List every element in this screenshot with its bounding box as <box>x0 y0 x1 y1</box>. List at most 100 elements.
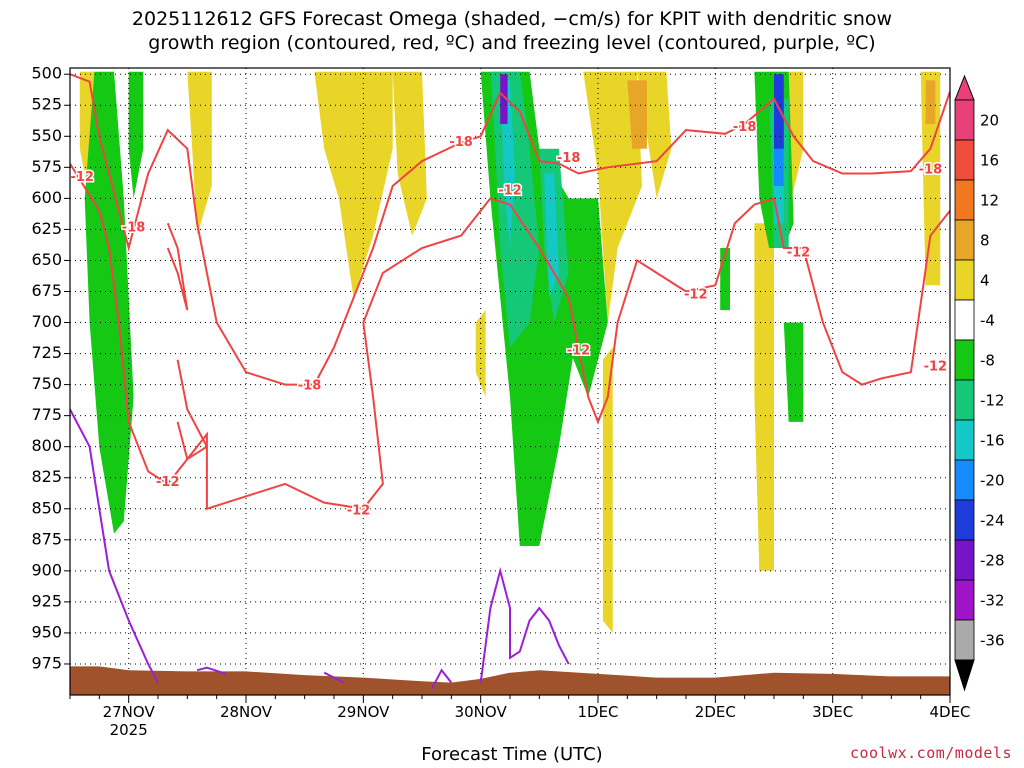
credit-text: coolwx.com/models <box>849 744 1012 762</box>
contour-label: -12 <box>156 475 180 490</box>
colorbar-label: 16 <box>980 152 999 170</box>
omega-shade-region <box>314 71 393 298</box>
contour-label: -12 <box>567 344 591 359</box>
terrain <box>70 666 950 695</box>
colorbar-label: -8 <box>980 352 995 370</box>
chart-title-line-1: 2025112612 GFS Forecast Omega (shaded, −… <box>131 8 893 30</box>
colorbar-label: 12 <box>980 192 999 210</box>
colorbar-label: -36 <box>980 632 1005 650</box>
purple-contour-line <box>430 668 453 690</box>
x-tick-label: 2DEC <box>695 703 736 721</box>
y-tick-label: 975 <box>31 653 62 672</box>
omega-shade-region <box>583 71 642 323</box>
y-tick-label: 650 <box>31 250 62 269</box>
omega-shade-region <box>774 74 784 149</box>
omega-shade-region <box>783 322 804 422</box>
omega-shade-region <box>925 80 936 124</box>
y-tick-label: 675 <box>31 281 62 300</box>
contour-label: -18 <box>557 151 581 166</box>
omega-shade-region <box>602 347 613 633</box>
red-contour-line <box>70 73 950 386</box>
colorbar-segment <box>954 539 975 581</box>
colorbar-segment <box>954 259 975 301</box>
colorbar: 20 16 12 8 4 -4 -8 -12 -16 -20 -24 -28 -32 -36 <box>954 74 1005 692</box>
colorbar-label: -20 <box>980 472 1005 490</box>
y-tick-label: 825 <box>31 467 62 486</box>
y-tick-label: 925 <box>31 591 62 610</box>
colorbar-segment <box>954 99 975 141</box>
omega-shade-region <box>490 71 540 348</box>
x-tick-label: 28NOV <box>220 703 273 721</box>
colorbar-segment <box>954 459 975 501</box>
purple-contour-line <box>196 666 227 675</box>
contour-label: -18 <box>298 378 322 393</box>
y-axis: 500 525 550 575 600 625 650 675 700 725 750 775 800 8… <box>31 64 70 672</box>
y-tick-label: 600 <box>31 188 62 207</box>
purple-contour-line <box>323 671 345 684</box>
purple-contour-line <box>70 408 159 684</box>
x-tick-label: 3DEC <box>812 703 853 721</box>
colorbar-segment <box>954 339 975 381</box>
red-contour-line <box>70 163 950 511</box>
omega-shade-region <box>128 71 144 199</box>
x-axis-title: Forecast Time (UTC) <box>421 744 603 765</box>
contour-label: -12 <box>684 288 708 303</box>
omega-shade-region <box>500 74 508 124</box>
contour-label: -12 <box>924 360 948 375</box>
omega-shade-region <box>187 71 212 236</box>
omega-shade-region <box>544 173 559 298</box>
contour-labels: -12 -18 -12 -18 -12 -18 -12 -18 -12 -18 -12 -12 -18 -… <box>69 119 949 521</box>
freezing-level-contours <box>70 408 570 690</box>
colorbar-bottom-arrow <box>954 659 975 692</box>
y-tick-label: 525 <box>31 95 62 114</box>
y-tick-label: 575 <box>31 157 62 176</box>
y-tick-label: 950 <box>31 622 62 641</box>
x-tick-label: 1DEC <box>577 703 618 721</box>
colorbar-top-arrow <box>954 74 975 101</box>
contour-label: -18 <box>919 162 943 177</box>
x-tick-label: 27NOV <box>103 703 156 721</box>
contour-label: -18 <box>122 221 146 236</box>
colorbar-label: 4 <box>980 272 990 290</box>
colorbar-segment <box>954 299 975 341</box>
red-contour-line <box>166 222 189 311</box>
colorbar-label: -28 <box>980 552 1005 570</box>
colorbar-label: -4 <box>980 312 995 330</box>
y-tick-label: 500 <box>31 64 62 83</box>
omega-shade-region <box>627 80 647 149</box>
x-tick-label: 4DEC <box>929 703 970 721</box>
colorbar-label: 8 <box>980 232 990 250</box>
x-tick-label: 29NOV <box>337 703 390 721</box>
colorbar-segment <box>954 139 975 181</box>
omega-shade-region <box>84 71 134 534</box>
contour-label: -18 <box>733 120 757 135</box>
y-tick-label: 900 <box>31 560 62 579</box>
y-tick-label: 800 <box>31 436 62 455</box>
omega-shading <box>79 71 941 633</box>
omega-shade-region <box>754 223 774 571</box>
colorbar-segment <box>954 619 975 661</box>
colorbar-segment <box>954 579 975 621</box>
colorbar-label: -32 <box>980 592 1005 610</box>
contour-label: -12 <box>787 245 811 260</box>
contour-label: -12 <box>498 183 522 198</box>
colorbar-label: -24 <box>980 512 1005 530</box>
y-tick-label: 700 <box>31 312 62 331</box>
red-contour-line <box>176 359 209 461</box>
y-tick-label: 875 <box>31 529 62 548</box>
y-tick-label: 750 <box>31 374 62 393</box>
y-tick-label: 850 <box>31 498 62 517</box>
contour-label: -12 <box>70 170 94 185</box>
contour-label: -18 <box>449 135 473 150</box>
colorbar-segment <box>954 379 975 421</box>
colorbar-segment <box>954 499 975 541</box>
y-tick-label: 550 <box>31 126 62 145</box>
grid <box>70 68 950 695</box>
omega-shade-region <box>558 198 608 397</box>
y-tick-label: 725 <box>31 343 62 362</box>
dendritic-growth-contours <box>70 73 950 511</box>
colorbar-label: 20 <box>980 112 999 130</box>
x-tick-sublabel: 2025 <box>110 721 148 739</box>
y-tick-label: 625 <box>31 219 62 238</box>
